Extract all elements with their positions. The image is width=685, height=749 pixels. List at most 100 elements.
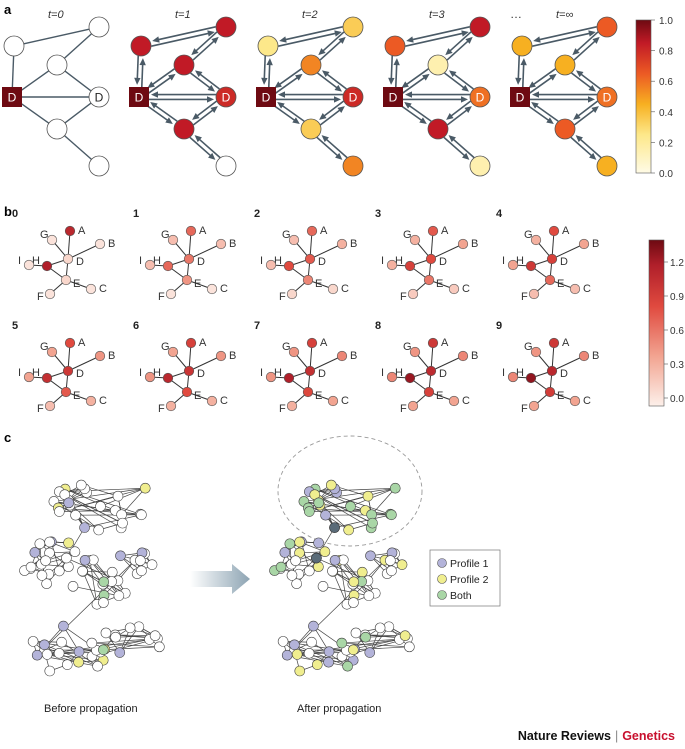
edge-arrowhead: [588, 84, 597, 92]
network-node: [257, 35, 279, 57]
network-edge: [59, 510, 116, 512]
step-node: [525, 260, 537, 272]
network-edge: [47, 654, 79, 663]
network-edge: [195, 100, 218, 118]
colorbar-a: [635, 19, 652, 174]
network-edge: [198, 72, 220, 90]
time-label: t=0: [48, 9, 64, 21]
step-label: 5: [12, 320, 18, 332]
step-node-label: E: [315, 390, 322, 402]
edge-arrowhead: [461, 96, 468, 103]
seed-node: [329, 522, 340, 533]
step-node-label: D: [76, 368, 84, 380]
legend: Profile 1 Profile 2 Both: [429, 549, 501, 607]
step-network-1: 1 A B C DE F G HI: [133, 208, 236, 303]
network-edge: [11, 55, 15, 88]
step-node: [185, 337, 197, 349]
step-node: [304, 365, 316, 377]
step-node: [407, 288, 419, 300]
step-node: [425, 253, 437, 265]
step-node: [409, 234, 421, 246]
step-edge: [430, 355, 464, 372]
network-edge: [449, 100, 472, 118]
step-node: [283, 372, 295, 384]
edge-arrowhead: [546, 117, 554, 125]
network-node: [342, 16, 364, 38]
network-node: [70, 509, 81, 521]
step-node: [548, 337, 560, 349]
network-node: [427, 54, 449, 76]
step-node-label: B: [471, 350, 478, 362]
network-edge: [283, 26, 343, 41]
network-node: [320, 509, 331, 521]
network-node: [95, 501, 106, 512]
edge-arrowhead: [589, 152, 597, 160]
network-node: [79, 522, 90, 533]
colorbar-a-tick-label: 1.0: [659, 16, 673, 27]
network-node: [348, 644, 359, 656]
network-node: [383, 621, 395, 633]
network-edge: [402, 76, 427, 94]
step-node: [306, 337, 318, 349]
network-node: [308, 620, 319, 632]
network-after: [269, 479, 415, 677]
source-node-label: D: [389, 91, 398, 105]
network-edge: [322, 585, 369, 597]
step-node: [41, 372, 53, 384]
step-node-label: D: [560, 368, 568, 380]
edge-arrowhead: [150, 101, 158, 109]
network-edge: [275, 76, 300, 94]
step-node: [144, 371, 156, 383]
step-network-0: 0 A B C DE F G HI: [12, 208, 115, 303]
edge-arrowhead: [321, 135, 329, 143]
network-edge: [150, 68, 175, 86]
step-node: [44, 288, 56, 300]
step-node: [265, 371, 277, 383]
network-node: [114, 647, 126, 658]
credit-separator: |: [614, 729, 619, 743]
network-edge: [65, 488, 116, 511]
after-caption: After propagation: [297, 703, 381, 715]
step-node-label: E: [557, 278, 564, 290]
network-node: [29, 547, 41, 558]
step-node-label: H: [516, 255, 524, 267]
step-node-label: D: [439, 256, 447, 268]
network-node: [130, 35, 152, 57]
network-node: [389, 482, 401, 494]
target-node-label: D: [222, 91, 231, 105]
step-node-label: D: [318, 368, 326, 380]
edge-arrowhead: [334, 30, 342, 37]
step-label: 2: [254, 208, 260, 220]
colorbar-b-tick-label: 0.0: [670, 394, 684, 405]
edge-arrowhead: [462, 152, 470, 160]
network-node: [286, 570, 298, 581]
network-node: [54, 565, 65, 577]
network-node: [313, 497, 325, 509]
edge-arrowhead: [393, 58, 400, 66]
step-node: [423, 274, 435, 286]
edge-arrowhead: [401, 81, 409, 89]
step-node-label: F: [521, 291, 528, 303]
step-node-label: E: [315, 278, 322, 290]
network-node: [113, 590, 125, 602]
step-node: [530, 234, 542, 246]
network-edge: [404, 68, 429, 86]
network-node: [362, 490, 374, 502]
step-label: 8: [375, 320, 381, 332]
source-node: [510, 87, 530, 107]
step-node-label: A: [78, 225, 86, 237]
edge-arrowhead: [575, 135, 583, 143]
step-edge: [551, 355, 585, 372]
legend-swatch-profile2: [437, 574, 447, 584]
step-node: [165, 400, 177, 412]
step-node-label: F: [158, 403, 165, 415]
network-edge: [532, 32, 592, 47]
network-node: [277, 636, 289, 647]
target-node-label: D: [603, 91, 612, 105]
panel-a: t=0 D Dt=1 D Dt=2 D Dt=3 D Dt=∞ D D: [2, 9, 618, 177]
network-edge: [443, 136, 467, 158]
step-node: [206, 395, 218, 407]
source-node-label: D: [8, 91, 17, 105]
network-edge: [267, 63, 271, 88]
step-edge: [430, 243, 464, 260]
